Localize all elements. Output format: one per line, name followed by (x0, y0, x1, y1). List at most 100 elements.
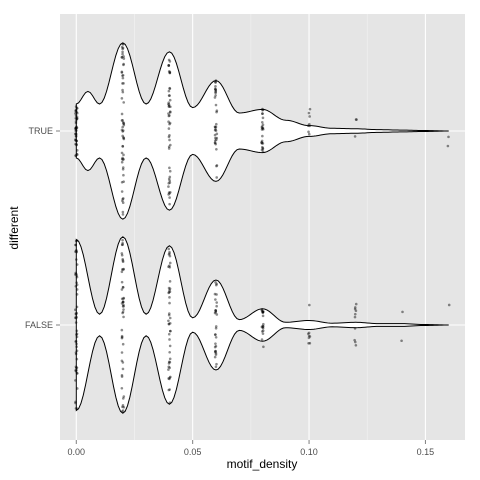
data-point (75, 315, 78, 319)
data-point (74, 138, 78, 142)
data-point (168, 350, 171, 354)
data-point (168, 94, 171, 97)
data-point (213, 345, 217, 349)
data-point (168, 321, 172, 325)
data-point (75, 149, 79, 152)
data-point (168, 114, 171, 117)
data-point (214, 103, 218, 107)
data-point (168, 138, 171, 142)
data-point (261, 134, 264, 138)
x-tick-label: 0.05 (184, 447, 202, 457)
data-point (167, 63, 171, 67)
data-point (121, 300, 125, 304)
data-point (307, 334, 311, 338)
data-point (260, 141, 263, 144)
data-point (167, 70, 171, 73)
data-point (120, 288, 124, 291)
data-point (167, 322, 171, 326)
data-point (121, 156, 124, 160)
data-point (261, 326, 265, 330)
data-point (75, 126, 79, 129)
data-point (168, 70, 172, 74)
data-point (120, 243, 124, 247)
data-point (214, 142, 217, 146)
data-point (214, 80, 217, 84)
data-point (167, 365, 171, 369)
data-point (120, 157, 124, 161)
data-point (74, 126, 78, 129)
data-point (168, 265, 172, 269)
data-point (121, 167, 125, 171)
data-point (260, 125, 264, 128)
data-point (215, 313, 219, 316)
data-point (167, 58, 171, 62)
data-point (120, 128, 124, 132)
data-point (213, 96, 217, 99)
data-point (261, 142, 265, 145)
data-point (261, 127, 264, 130)
data-point (75, 153, 79, 157)
data-point (446, 144, 450, 148)
data-point (122, 82, 125, 85)
data-point (75, 249, 78, 252)
data-point (168, 254, 172, 258)
data-point (75, 143, 78, 146)
data-point (120, 328, 124, 332)
data-point (75, 305, 79, 309)
data-point (215, 304, 218, 308)
y-tick-label: TRUE (29, 126, 54, 136)
data-point (122, 153, 125, 157)
data-point (75, 143, 78, 147)
data-point (167, 105, 171, 108)
data-point (75, 293, 79, 296)
data-point (74, 316, 78, 320)
data-point (74, 112, 77, 115)
data-point (167, 94, 171, 97)
data-point (120, 97, 124, 100)
data-point (121, 125, 124, 129)
data-point (167, 127, 171, 130)
data-point (122, 157, 125, 161)
data-point (167, 114, 171, 118)
data-point (167, 360, 171, 364)
data-point (122, 304, 125, 308)
data-point (167, 290, 171, 294)
data-point (75, 107, 79, 110)
data-point (121, 361, 125, 364)
data-point (168, 166, 171, 170)
data-point (74, 369, 77, 372)
data-point (307, 331, 311, 335)
data-point (121, 145, 125, 148)
data-point (120, 335, 124, 339)
data-point (167, 247, 171, 251)
data-point (74, 250, 77, 253)
data-point (168, 181, 172, 184)
data-point (214, 88, 217, 91)
data-point (75, 345, 78, 349)
data-point (261, 310, 265, 314)
data-point (122, 136, 125, 139)
data-point (447, 135, 450, 139)
data-point (120, 112, 124, 116)
data-point (74, 365, 78, 369)
data-point (168, 338, 171, 341)
violin-true (75, 42, 449, 220)
data-point (74, 127, 78, 130)
data-point (121, 197, 124, 201)
data-point (122, 297, 125, 300)
data-point (167, 193, 170, 196)
data-point (213, 355, 217, 359)
data-point (121, 405, 124, 409)
data-point (168, 287, 172, 290)
data-point (74, 352, 78, 356)
data-point (122, 121, 125, 124)
data-point (167, 145, 171, 149)
data-point (75, 126, 78, 130)
data-point (306, 332, 310, 336)
data-point (353, 312, 357, 316)
data-point (74, 400, 77, 404)
data-point (260, 148, 264, 152)
data-point (122, 267, 125, 271)
data-point (74, 132, 78, 136)
data-point (120, 375, 124, 378)
